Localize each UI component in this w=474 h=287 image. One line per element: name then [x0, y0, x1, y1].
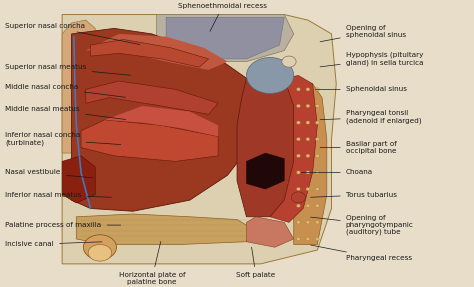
Ellipse shape	[316, 171, 319, 174]
Polygon shape	[156, 15, 294, 62]
Ellipse shape	[316, 237, 319, 241]
Ellipse shape	[297, 104, 301, 108]
Ellipse shape	[306, 104, 310, 108]
Ellipse shape	[316, 204, 319, 208]
Polygon shape	[86, 34, 228, 70]
Text: Inferior nasal meatus: Inferior nasal meatus	[5, 192, 111, 198]
Ellipse shape	[297, 187, 301, 191]
Text: Nasal vestibule: Nasal vestibule	[5, 169, 92, 178]
Ellipse shape	[297, 237, 301, 241]
Polygon shape	[237, 70, 294, 217]
Ellipse shape	[306, 154, 310, 158]
Ellipse shape	[316, 221, 319, 224]
Text: Middle nasal meatus: Middle nasal meatus	[5, 106, 126, 119]
Text: Inferior nasal concha
(turbinate): Inferior nasal concha (turbinate)	[5, 133, 121, 146]
Text: Opening of
sphenoidal sinus: Opening of sphenoidal sinus	[320, 25, 406, 42]
Ellipse shape	[297, 221, 301, 224]
Text: Torus tubarius: Torus tubarius	[310, 192, 397, 198]
Ellipse shape	[306, 221, 310, 224]
Ellipse shape	[297, 121, 301, 124]
Ellipse shape	[306, 204, 310, 208]
Ellipse shape	[316, 121, 319, 124]
Ellipse shape	[88, 245, 112, 261]
Polygon shape	[294, 84, 327, 245]
Text: Pharyngeal tonsil
(adenoid if enlarged): Pharyngeal tonsil (adenoid if enlarged)	[320, 110, 421, 124]
Ellipse shape	[83, 235, 117, 260]
Ellipse shape	[306, 88, 310, 91]
Text: Palatine process of maxilla: Palatine process of maxilla	[5, 222, 121, 228]
Text: Horizontal plate of
palatine bone: Horizontal plate of palatine bone	[118, 242, 185, 285]
Polygon shape	[62, 15, 336, 264]
Ellipse shape	[306, 237, 310, 241]
Ellipse shape	[316, 104, 319, 108]
Ellipse shape	[306, 171, 310, 174]
Polygon shape	[166, 17, 284, 59]
Ellipse shape	[316, 187, 319, 191]
Text: Opening of
pharyngotympanic
(auditory) tube: Opening of pharyngotympanic (auditory) t…	[310, 215, 414, 235]
Ellipse shape	[316, 88, 319, 91]
Text: Basilar part of
occipital bone: Basilar part of occipital bone	[320, 141, 396, 154]
Polygon shape	[62, 20, 95, 153]
Polygon shape	[105, 106, 218, 136]
Ellipse shape	[306, 121, 310, 124]
Text: Hypophysis (pituitary
gland) in sella turcica: Hypophysis (pituitary gland) in sella tu…	[320, 52, 423, 67]
Polygon shape	[91, 40, 209, 67]
Text: Sphenoethmoidal recess: Sphenoethmoidal recess	[178, 3, 267, 32]
Polygon shape	[76, 214, 251, 245]
Polygon shape	[270, 75, 318, 222]
Text: Superior nasal meatus: Superior nasal meatus	[5, 64, 130, 75]
Text: Pharyngeal recess: Pharyngeal recess	[310, 245, 412, 261]
Ellipse shape	[316, 154, 319, 158]
Text: Incisive canal: Incisive canal	[5, 241, 102, 247]
Text: Sphenoidal sinus: Sphenoidal sinus	[315, 86, 407, 92]
Polygon shape	[246, 153, 284, 189]
Polygon shape	[86, 81, 218, 114]
Text: Choana: Choana	[301, 169, 373, 175]
Polygon shape	[62, 156, 95, 203]
Ellipse shape	[292, 192, 306, 203]
Ellipse shape	[282, 56, 296, 67]
Polygon shape	[81, 120, 218, 161]
Ellipse shape	[246, 57, 294, 94]
Ellipse shape	[306, 187, 310, 191]
Ellipse shape	[297, 204, 301, 208]
Text: Middle nasal concha: Middle nasal concha	[5, 84, 126, 97]
Ellipse shape	[306, 137, 310, 141]
Text: Soft palate: Soft palate	[236, 247, 275, 278]
Ellipse shape	[316, 137, 319, 141]
Ellipse shape	[297, 171, 301, 174]
Ellipse shape	[297, 154, 301, 158]
Text: Superior nasal concha: Superior nasal concha	[5, 23, 140, 44]
Ellipse shape	[297, 88, 301, 91]
Ellipse shape	[297, 137, 301, 141]
Polygon shape	[72, 28, 256, 211]
Polygon shape	[246, 217, 294, 247]
